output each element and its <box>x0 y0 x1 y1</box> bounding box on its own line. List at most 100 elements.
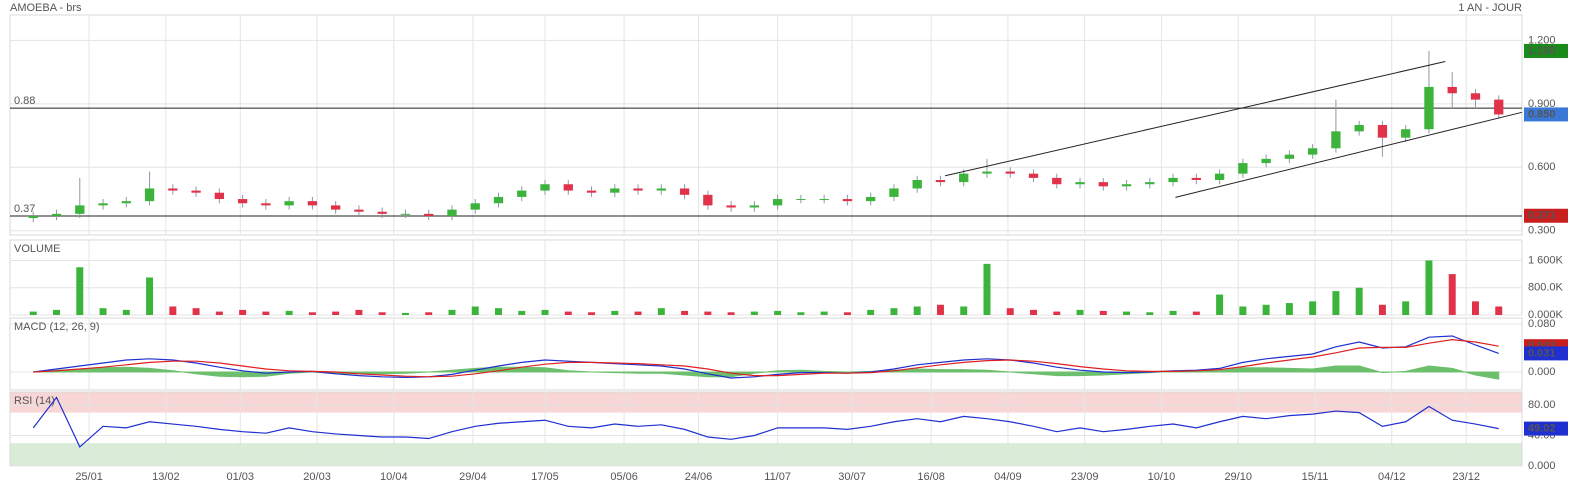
candle-body <box>168 188 178 191</box>
volume-bar <box>1471 301 1479 315</box>
x-tick-label: 15/11 <box>1302 471 1329 483</box>
candle-body <box>51 213 62 216</box>
candle-body <box>772 199 783 206</box>
volume-bar <box>960 306 968 315</box>
volume-bar <box>169 306 177 315</box>
candle-body <box>1214 173 1225 180</box>
price-badge-label: 0.371 <box>1528 210 1556 222</box>
candle-body <box>261 203 271 206</box>
candle-body <box>447 209 457 216</box>
candle-body <box>1284 154 1295 159</box>
price-badge <box>1524 421 1568 436</box>
volume-bar <box>425 312 433 315</box>
period: 1 AN - JOUR <box>1458 2 1522 14</box>
candle-body <box>959 173 969 183</box>
overbought-zone <box>10 392 1522 413</box>
chart-title: AMOEBA - brs <box>10 2 82 14</box>
volume-bar <box>1006 308 1014 315</box>
volume-bar <box>936 304 944 315</box>
volume-bar <box>192 308 200 315</box>
candle-body <box>1191 177 1201 180</box>
volume-bar <box>1239 306 1247 315</box>
candle-body <box>889 188 899 197</box>
candle-body <box>1052 177 1062 185</box>
candle-body <box>517 190 527 197</box>
volume-bar <box>1099 310 1107 315</box>
y-tick-label: 0.000 <box>1528 460 1556 472</box>
volume-bar <box>29 311 37 315</box>
candle-body <box>424 213 434 216</box>
candle-body <box>610 188 620 193</box>
volume-bar <box>890 308 898 315</box>
volume-bar <box>843 312 851 315</box>
volume-bar <box>820 311 828 315</box>
candle-body <box>1470 93 1481 100</box>
volume-bar <box>983 263 991 315</box>
panel-frame <box>9 239 1523 316</box>
candle-body <box>75 205 85 214</box>
candle-body <box>377 211 387 214</box>
price-badge <box>1524 43 1568 58</box>
volume-bar <box>867 309 875 315</box>
trend-line <box>1175 111 1523 198</box>
candle-body <box>1261 158 1271 164</box>
y-tick-label: 1.200 <box>1528 34 1556 46</box>
x-tick-label: 23/12 <box>1452 471 1480 483</box>
volume-bar <box>611 310 619 315</box>
candle-body <box>633 188 643 191</box>
x-tick-label: 24/06 <box>685 471 713 483</box>
panel-frame <box>9 317 1523 391</box>
volume-bar <box>797 312 805 315</box>
y-tick-label: 0.080 <box>1528 318 1556 330</box>
candle-body <box>1121 184 1132 187</box>
panel-frame <box>9 14 1523 236</box>
candle-body <box>656 188 666 191</box>
candle-body <box>191 190 201 193</box>
volume-bar <box>1495 306 1503 315</box>
x-tick-label: 10/10 <box>1148 471 1176 483</box>
candle-body <box>1238 163 1248 174</box>
volume-bar <box>146 277 154 315</box>
price-badge <box>1524 208 1568 223</box>
candle-body <box>1494 99 1504 115</box>
candle-body <box>726 205 736 208</box>
volume-bar <box>1448 274 1456 315</box>
candle-body <box>935 180 946 183</box>
volume-bar <box>1262 304 1270 315</box>
volume-bar <box>215 311 223 315</box>
price-badge <box>1524 107 1568 122</box>
candle-body <box>400 213 411 215</box>
x-tick-label: 25/01 <box>75 471 103 483</box>
price-badge-label: 49.02 <box>1528 423 1556 435</box>
x-tick-label: 01/03 <box>227 471 255 483</box>
candle-body <box>1401 129 1411 138</box>
candle-body <box>1307 148 1318 155</box>
trend-line <box>945 61 1446 177</box>
line <box>33 338 1499 378</box>
candle-body <box>354 209 364 212</box>
volume-bar <box>1355 287 1363 315</box>
volume-bar <box>1332 291 1340 315</box>
x-tick-label: 04/12 <box>1378 471 1406 483</box>
volume-bar <box>704 311 712 315</box>
candle-body <box>1168 177 1178 183</box>
level-label: 0.88 <box>14 95 35 107</box>
y-tick-label: 0.300 <box>1528 225 1556 237</box>
volume-bar <box>1425 260 1433 315</box>
candle-body <box>842 199 853 202</box>
candle-body <box>563 184 573 191</box>
candle-body <box>98 203 108 206</box>
x-tick-label: 04/09 <box>994 471 1022 483</box>
volume-bar <box>634 311 642 315</box>
candle-body <box>1075 182 1085 185</box>
candle-body <box>982 171 992 174</box>
volume-bar <box>657 308 665 315</box>
candle-body <box>749 205 760 208</box>
volume-bar <box>448 309 456 315</box>
volume-bar <box>727 312 735 315</box>
volume-bar <box>1378 304 1386 315</box>
volume-bar <box>1285 303 1293 315</box>
candle-body <box>703 194 713 206</box>
macd-histogram <box>33 365 1500 380</box>
candle-body <box>1098 182 1108 187</box>
